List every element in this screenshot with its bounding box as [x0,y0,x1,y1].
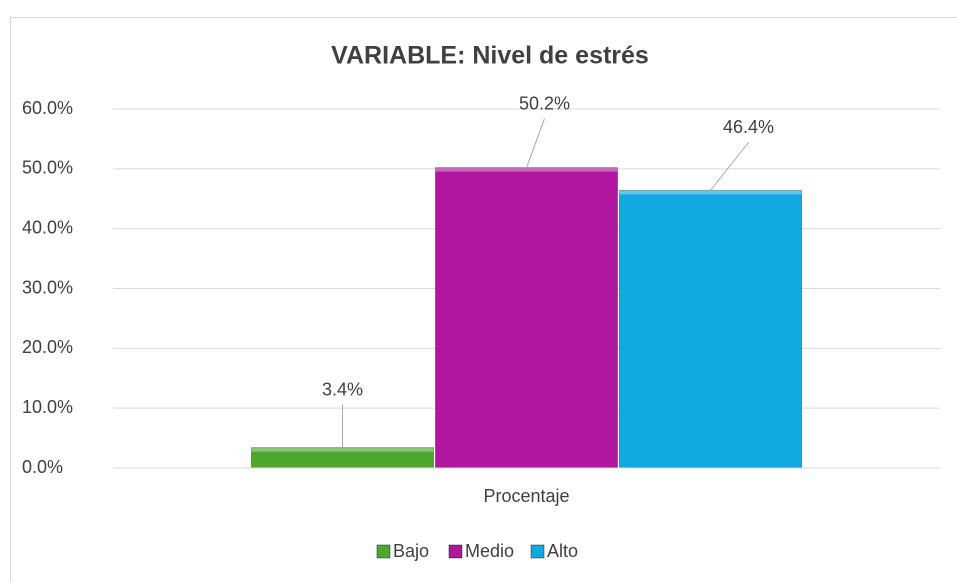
bar-shade [619,190,802,195]
y-tick-label: 60.0% [22,98,73,118]
data-label: 46.4% [723,117,774,137]
bar [435,167,618,469]
y-tick-label: 10.0% [22,397,73,417]
chart-title: VARIABLE: Nivel de estrés [331,42,649,70]
y-tick-label: 30.0% [22,277,73,297]
leader-line [710,142,749,191]
bar [619,189,802,469]
legend-swatch [530,544,545,559]
y-tick-label: 20.0% [22,337,73,357]
leader-line [526,118,545,168]
x-tick-label: Procentaje [483,486,569,506]
legend-label: Medio [465,541,514,561]
y-tick-label: 0.0% [22,457,63,477]
y-tick-label: 50.0% [22,158,73,178]
data-label: 3.4% [322,379,363,399]
legend-label: Bajo [393,541,429,561]
data-label: 50.2% [519,93,570,113]
legend-label: Alto [547,541,578,561]
bar-shade [435,167,618,172]
legend-swatch [376,544,391,559]
legend-swatch [448,544,463,559]
bar-shade [251,447,434,452]
y-tick-label: 40.0% [22,217,73,237]
